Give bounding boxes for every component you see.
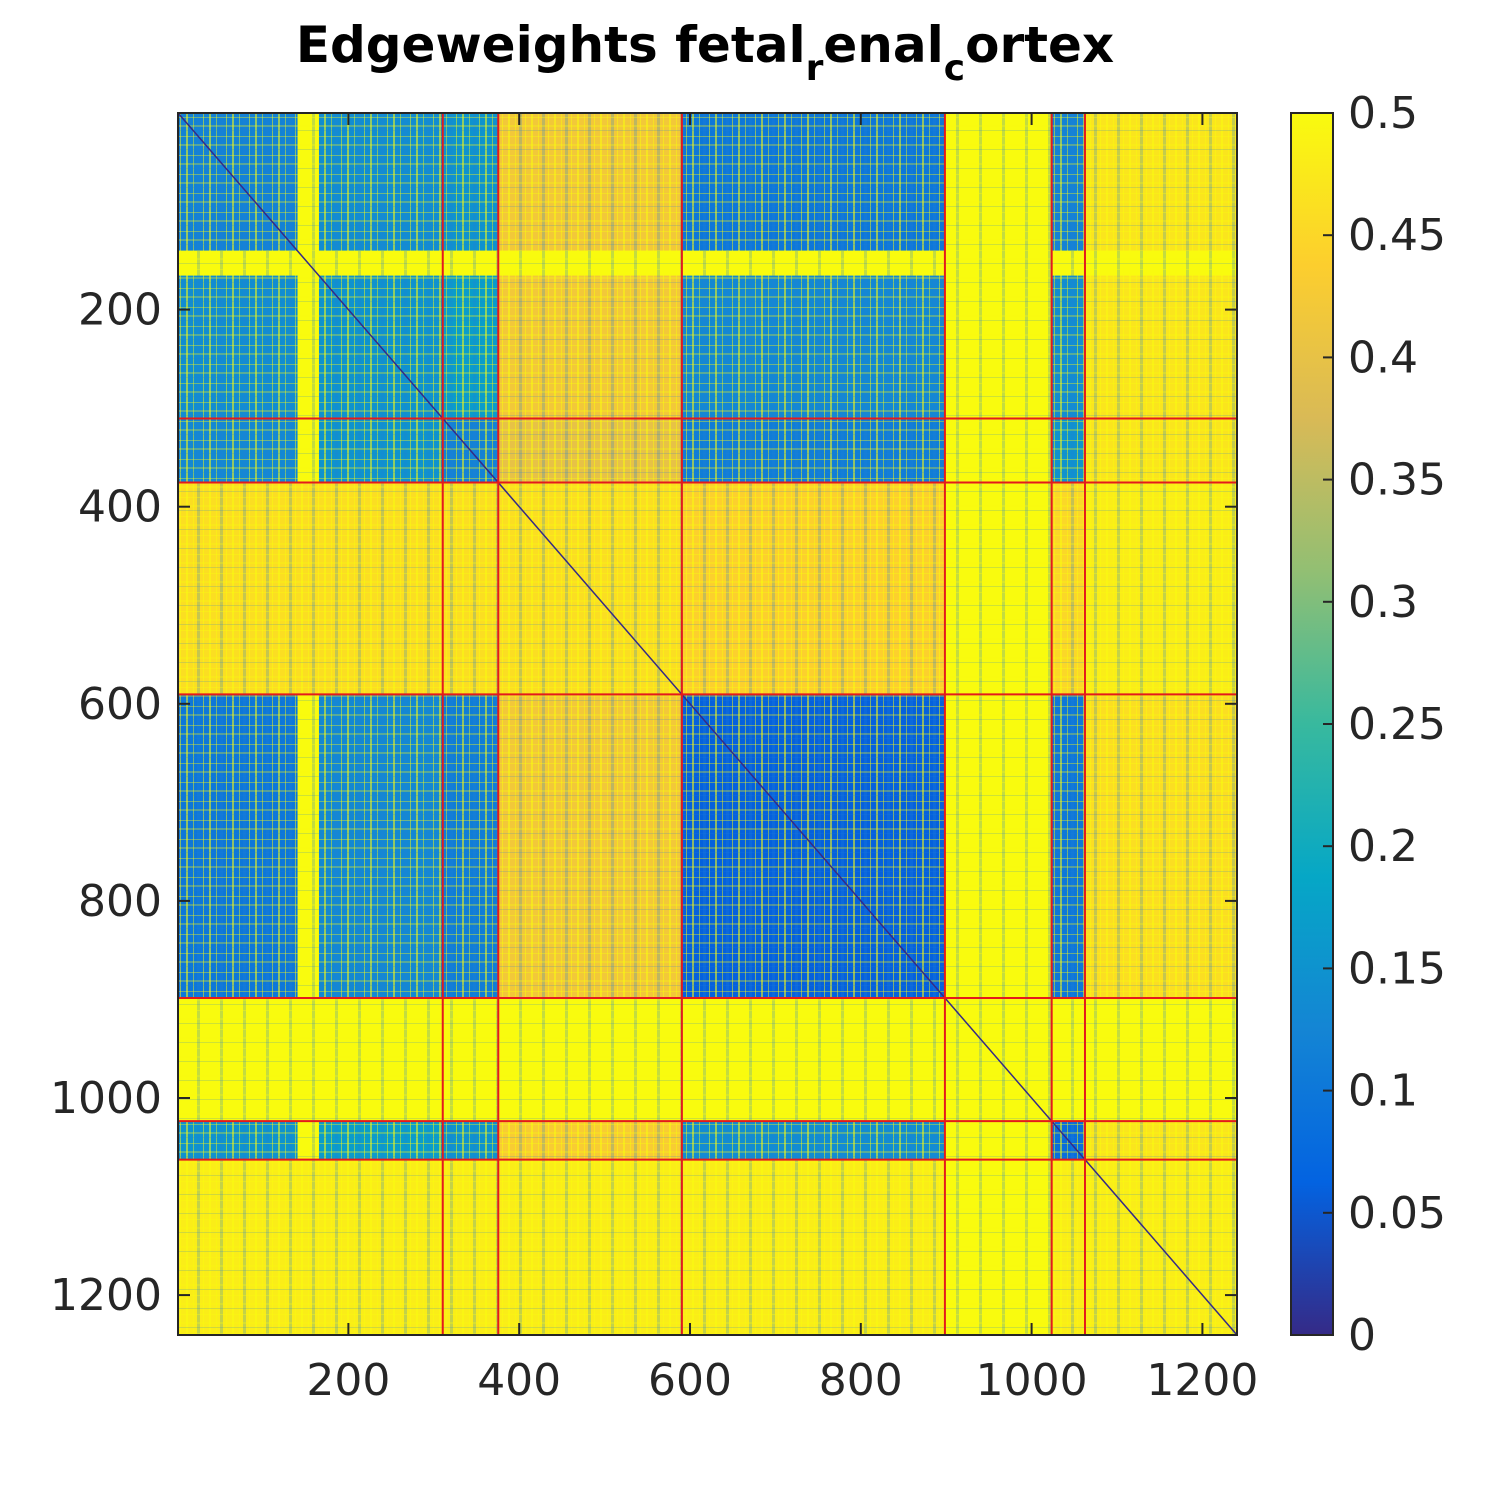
colorbar-tick-label: 0.1 bbox=[1348, 1066, 1418, 1117]
title-part-1: r bbox=[806, 48, 824, 89]
colorbar-tick-label: 0.25 bbox=[1348, 699, 1446, 750]
colorbar-tick-label: 0 bbox=[1348, 1310, 1376, 1361]
colorbar: 0 0.05 0.1 0.15 0.2 0.25 0.3 0.35 0.4 0.45 0.5 bbox=[1290, 88, 1446, 1361]
y-tick-label: 200 bbox=[78, 285, 162, 336]
x-tick-label: 400 bbox=[477, 1355, 561, 1406]
x-tick-label: 1200 bbox=[1146, 1355, 1258, 1406]
y-tick-label: 1000 bbox=[50, 1073, 162, 1124]
colorbar-tick-label: 0.2 bbox=[1348, 821, 1418, 872]
x-tick-label: 600 bbox=[648, 1355, 732, 1406]
title-part-3: c bbox=[944, 48, 965, 89]
colorbar-tick-label: 0.15 bbox=[1348, 943, 1446, 994]
x-axis: 200 400 600 800 1000 1200 bbox=[306, 113, 1258, 1406]
title-part-2: enal bbox=[823, 16, 943, 74]
colorbar-tick-label: 0.4 bbox=[1348, 332, 1418, 383]
colorbar-ticks: 0 0.05 0.1 0.15 0.2 0.25 0.3 0.35 0.4 0.45 0.5 bbox=[1323, 88, 1446, 1361]
plot-area: 200 400 600 800 1000 1200 200 400 600 800 1000 120… bbox=[50, 112, 1258, 1406]
x-tick-label: 1000 bbox=[976, 1355, 1088, 1406]
colorbar-tick-label: 0.5 bbox=[1348, 88, 1418, 139]
plot-frame bbox=[177, 112, 1238, 1336]
y-tick-label: 600 bbox=[78, 679, 162, 730]
title-part-4: ortex bbox=[965, 16, 1114, 74]
y-tick-label: 800 bbox=[78, 876, 162, 927]
chart-title: Edgeweights fetalrenalcortex bbox=[296, 16, 1114, 89]
colorbar-tick-label: 0.3 bbox=[1348, 577, 1418, 628]
title-part-0: Edgeweights fetal bbox=[296, 16, 806, 74]
y-axis: 200 400 600 800 1000 1200 bbox=[50, 285, 1237, 1321]
y-tick-label: 400 bbox=[78, 482, 162, 533]
diagonal-line bbox=[177, 112, 1238, 1336]
x-tick-label: 200 bbox=[306, 1355, 390, 1406]
colorbar-tick-label: 0.35 bbox=[1348, 455, 1446, 506]
colorbar-tick-label: 0.05 bbox=[1348, 1188, 1446, 1239]
cluster-boundaries bbox=[178, 113, 1237, 1335]
y-tick-label: 1200 bbox=[50, 1270, 162, 1321]
x-tick-label: 800 bbox=[819, 1355, 903, 1406]
colorbar-tick-label: 0.45 bbox=[1348, 210, 1446, 261]
